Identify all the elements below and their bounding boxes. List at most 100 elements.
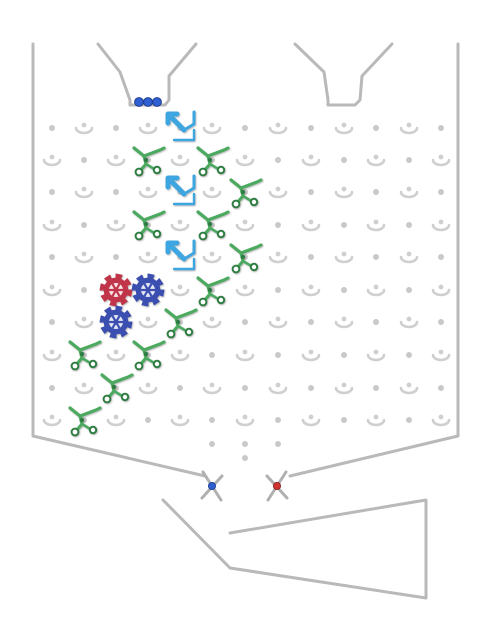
peg	[373, 319, 379, 325]
gear-bit-slot[interactable]	[268, 316, 288, 329]
gear-bit-slot[interactable]	[399, 122, 419, 135]
gear-bit-slot[interactable]	[106, 154, 126, 167]
ramp-icon[interactable]	[100, 373, 134, 404]
gear-bit-slot[interactable]	[268, 186, 288, 199]
gear-bit-slot[interactable]	[301, 219, 321, 232]
peg	[373, 254, 379, 260]
gear-bit-slot[interactable]	[235, 414, 255, 427]
gear-bit-slot[interactable]	[235, 154, 255, 167]
ramp-icon[interactable]	[132, 146, 166, 177]
peg	[373, 385, 379, 391]
gear-bit-slot[interactable]	[235, 284, 255, 297]
peg	[275, 441, 281, 447]
peg	[242, 319, 248, 325]
ramp-icon[interactable]	[68, 340, 102, 371]
red-ball-lever[interactable]	[265, 470, 289, 502]
gear-bit-slot[interactable]	[138, 186, 158, 199]
gear-bit-slot[interactable]	[42, 349, 62, 362]
gear-bit-slot[interactable]	[268, 251, 288, 264]
gear-bit-slot[interactable]	[334, 122, 354, 135]
gear-bit-slot[interactable]	[74, 122, 94, 135]
gear-bit-slot[interactable]	[399, 382, 419, 395]
gear-bit-slot[interactable]	[334, 186, 354, 199]
ramp-icon[interactable]	[229, 243, 263, 274]
gear-bit-slot[interactable]	[42, 219, 62, 232]
gear-bit-slot[interactable]	[399, 251, 419, 264]
gear-bit-slot[interactable]	[106, 414, 126, 427]
crossover-icon[interactable]	[165, 239, 196, 271]
gear-bit-slot[interactable]	[138, 122, 158, 135]
ramp-icon[interactable]	[196, 210, 230, 241]
gear-bit-slot[interactable]	[431, 154, 451, 167]
gear-bit-slot[interactable]	[431, 219, 451, 232]
blue-ball-lever[interactable]	[200, 470, 224, 502]
gear-bit-slot[interactable]	[334, 382, 354, 395]
gear-bit-slot[interactable]	[170, 349, 190, 362]
peg	[373, 125, 379, 131]
gear-bit-slot[interactable]	[106, 219, 126, 232]
gear-bit-slot[interactable]	[301, 414, 321, 427]
ramp-icon[interactable]	[132, 210, 166, 241]
gear-bit-slot[interactable]	[138, 251, 158, 264]
gear-bit-slot[interactable]	[366, 284, 386, 297]
ramp-icon[interactable]	[196, 276, 230, 307]
gear-bit-slot[interactable]	[74, 316, 94, 329]
crossover-icon[interactable]	[165, 174, 196, 206]
gear-bit-slot[interactable]	[431, 414, 451, 427]
gear-bit-slot[interactable]	[268, 122, 288, 135]
gear-bit-slot[interactable]	[170, 219, 190, 232]
gear-bit-slot[interactable]	[202, 251, 222, 264]
gear-bit-slot[interactable]	[366, 154, 386, 167]
peg	[81, 157, 87, 163]
gear-bit-slot[interactable]	[301, 349, 321, 362]
ball-icon	[152, 97, 162, 107]
gear-bit-slot[interactable]	[366, 349, 386, 362]
gear-bit-slot[interactable]	[42, 284, 62, 297]
gear-bit-slots	[42, 122, 451, 427]
gear-bit-slot[interactable]	[431, 284, 451, 297]
gear-bit-slot[interactable]	[138, 316, 158, 329]
gear-bit-slot[interactable]	[42, 414, 62, 427]
gear-bit-slot[interactable]	[170, 154, 190, 167]
gear-bit-slot[interactable]	[202, 382, 222, 395]
gear-bit-slot[interactable]	[399, 186, 419, 199]
left-wall	[31, 42, 207, 478]
gear-bit-slot[interactable]	[170, 414, 190, 427]
gear-bit-slot[interactable]	[202, 122, 222, 135]
peg	[308, 125, 314, 131]
gear-bit-slot[interactable]	[235, 219, 255, 232]
ramp-icon[interactable]	[164, 308, 198, 339]
peg	[113, 254, 119, 260]
gear-bit-slot[interactable]	[170, 284, 190, 297]
gear-bit-slot[interactable]	[74, 251, 94, 264]
gear-bit-slot[interactable]	[334, 251, 354, 264]
gear-bit-slot[interactable]	[202, 186, 222, 199]
gear-bit-slot[interactable]	[268, 382, 288, 395]
ramp-icon[interactable]	[68, 406, 102, 437]
gear-bit-slot[interactable]	[399, 316, 419, 329]
gear-bit-slot[interactable]	[74, 186, 94, 199]
gear-bit-slot[interactable]	[431, 349, 451, 362]
peg	[209, 441, 215, 447]
gear-bit-slot[interactable]	[366, 414, 386, 427]
gear-icon[interactable]	[131, 273, 165, 307]
gear-bit-slot[interactable]	[106, 349, 126, 362]
gear-bit-slot[interactable]	[42, 154, 62, 167]
peg	[242, 455, 248, 461]
crossover-icon[interactable]	[165, 110, 196, 142]
gear-bit-slot[interactable]	[138, 382, 158, 395]
gear-bit-slot[interactable]	[301, 154, 321, 167]
gear-bit-slot[interactable]	[235, 349, 255, 362]
gear-bit-slot[interactable]	[74, 382, 94, 395]
ramp-icon[interactable]	[196, 146, 230, 177]
gear-icon[interactable]	[99, 273, 133, 307]
gear-bit-slot[interactable]	[301, 284, 321, 297]
gear-bit-slot[interactable]	[202, 316, 222, 329]
peg	[341, 352, 347, 358]
ramp-icon[interactable]	[132, 340, 166, 371]
gear-bit-slot[interactable]	[334, 316, 354, 329]
ramp-icon[interactable]	[229, 178, 263, 209]
gear-bit-slot[interactable]	[366, 219, 386, 232]
peg	[145, 417, 151, 423]
gear-icon[interactable]	[99, 305, 133, 339]
